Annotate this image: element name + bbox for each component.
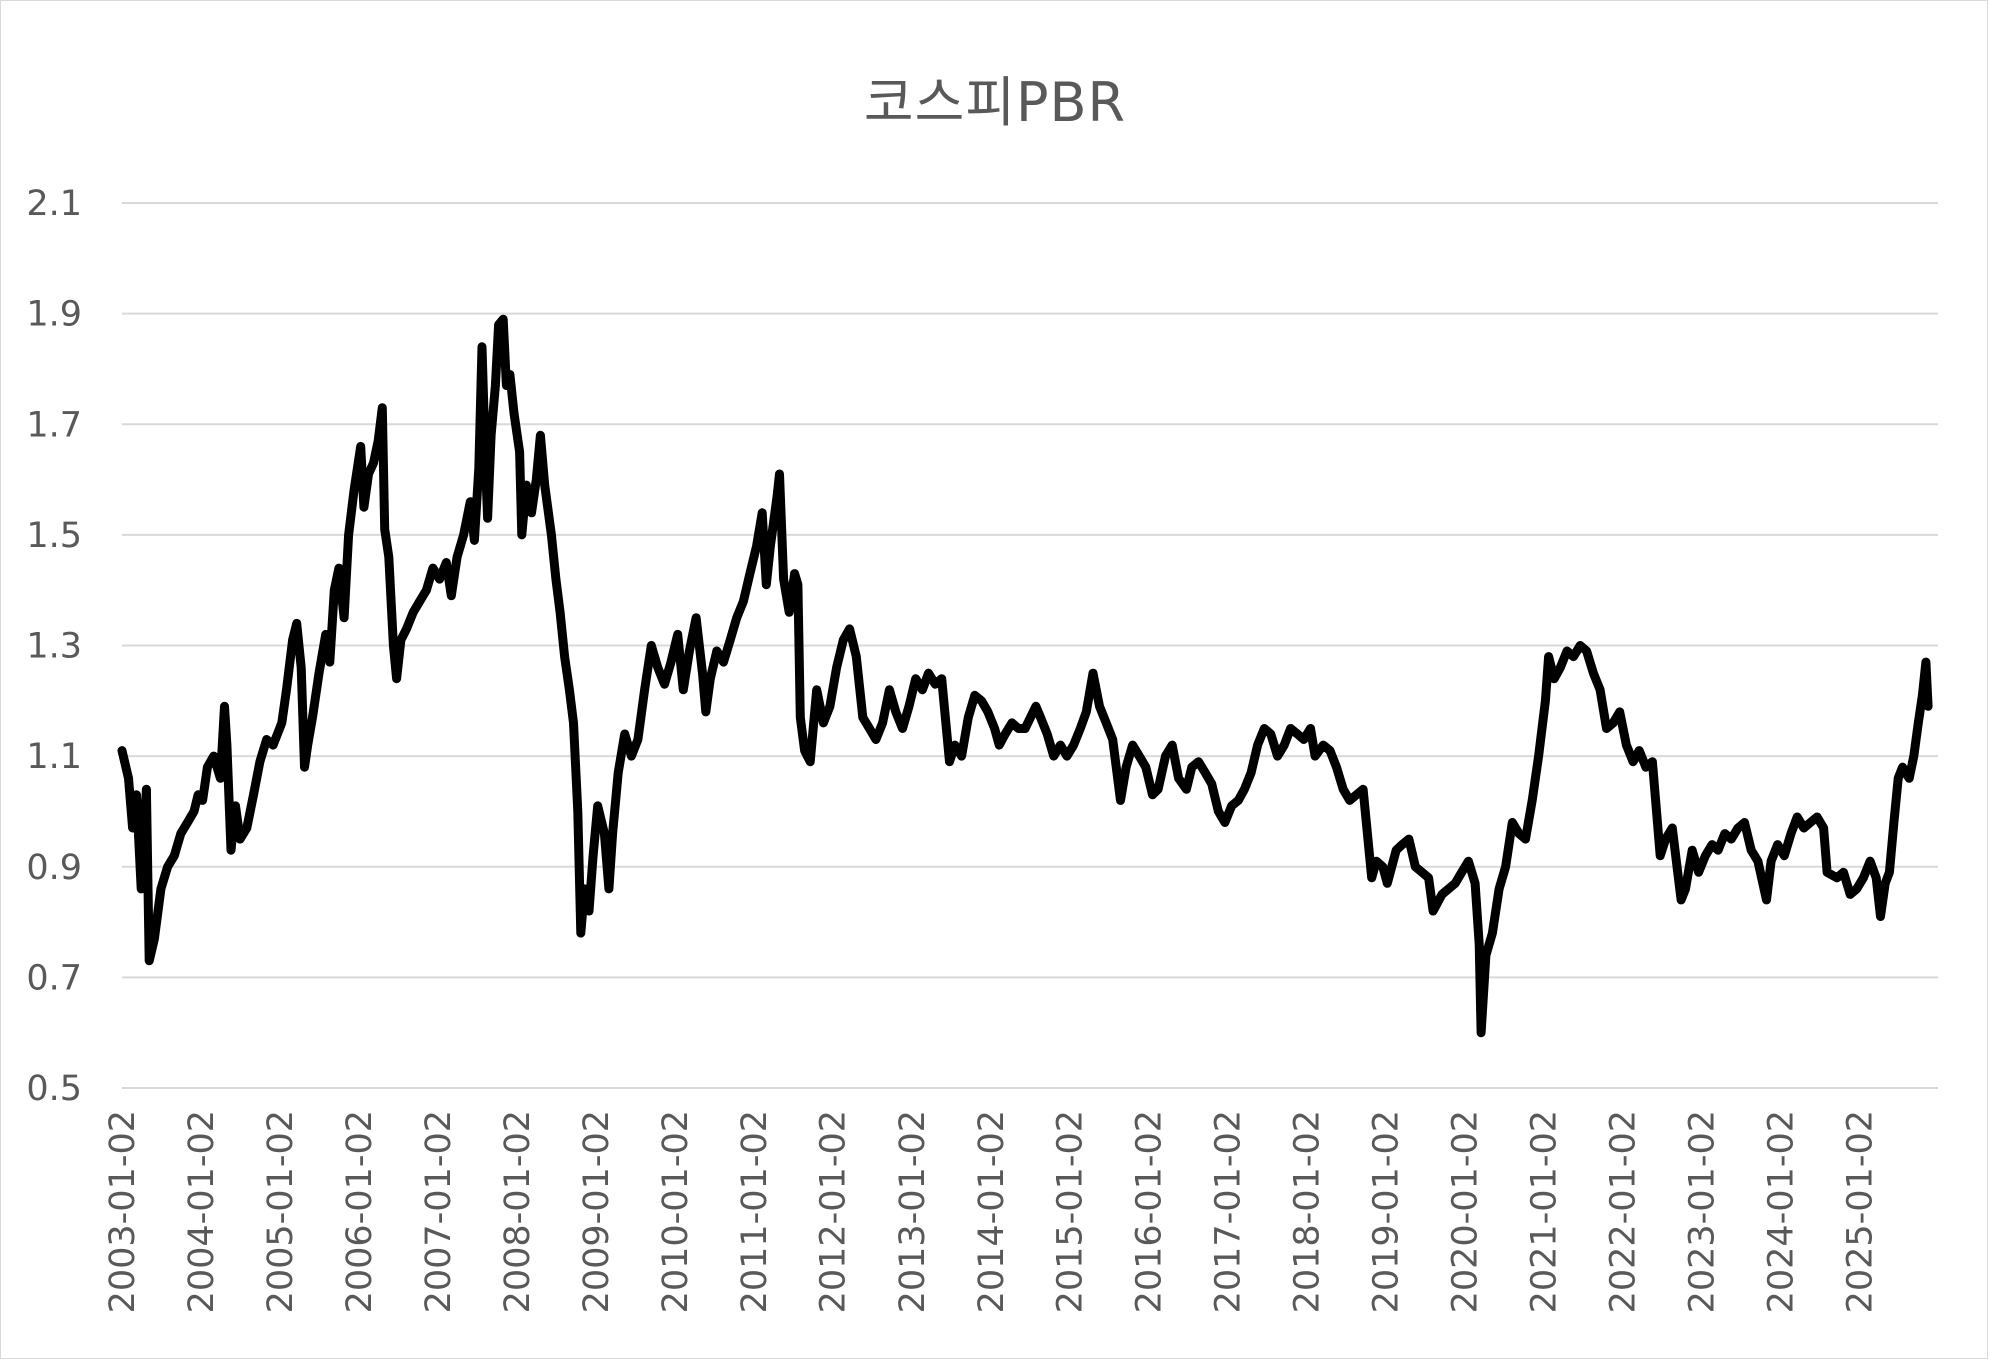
chart-title: 코스피PBR	[863, 71, 1127, 134]
x-tick-label: 2015-01-02	[1051, 1110, 1091, 1313]
x-tick-label: 2020-01-02	[1446, 1110, 1486, 1313]
x-tick-label: 2023-01-02	[1683, 1110, 1723, 1313]
x-tick-label: 2018-01-02	[1288, 1110, 1328, 1313]
y-tick-label: 1.7	[26, 405, 82, 445]
x-tick-label: 2019-01-02	[1367, 1110, 1407, 1313]
y-tick-label: 1.5	[26, 516, 82, 556]
x-tick-label: 2021-01-02	[1525, 1110, 1565, 1313]
series-line-0	[117, 314, 1933, 1038]
x-tick-label: 2022-01-02	[1604, 1110, 1644, 1313]
series-layer	[117, 314, 1933, 1038]
x-tick-label: 2025-01-02	[1841, 1110, 1881, 1313]
x-tick-label: 2024-01-02	[1761, 1110, 1801, 1313]
x-tick-label: 2009-01-02	[577, 1110, 617, 1313]
x-tick-label: 2012-01-02	[814, 1110, 854, 1313]
x-tick-label: 2013-01-02	[893, 1110, 933, 1313]
x-tick-label: 2005-01-02	[261, 1110, 301, 1313]
x-tick-label: 2017-01-02	[1209, 1110, 1249, 1313]
y-tick-label: 1.9	[26, 295, 82, 335]
x-axis-ticks: 2003-01-02 2004-01-02 2005-01-02 2006-01-02…	[103, 1110, 1881, 1313]
x-tick-label: 2014-01-02	[972, 1110, 1012, 1313]
y-tick-label: 0.9	[26, 848, 82, 888]
x-tick-label: 2010-01-02	[656, 1110, 696, 1313]
y-axis-ticks: 0.5 0.7 0.9 1.1 1.3 1.5 1.7 1.9 2.1	[26, 184, 82, 1109]
x-tick-label: 2016-01-02	[1130, 1110, 1170, 1313]
y-tick-label: 0.5	[26, 1069, 82, 1109]
x-tick-label: 2007-01-02	[419, 1110, 459, 1313]
x-tick-label: 2006-01-02	[340, 1110, 380, 1313]
x-tick-label: 2011-01-02	[735, 1110, 775, 1313]
x-tick-label: 2003-01-02	[103, 1110, 143, 1313]
x-tick-label: 2004-01-02	[182, 1110, 222, 1313]
y-tick-label: 2.1	[26, 184, 82, 224]
y-tick-label: 0.7	[26, 958, 82, 998]
y-tick-label: 1.1	[26, 737, 82, 777]
y-tick-label: 1.3	[26, 627, 82, 667]
x-tick-label: 2008-01-02	[498, 1110, 538, 1313]
